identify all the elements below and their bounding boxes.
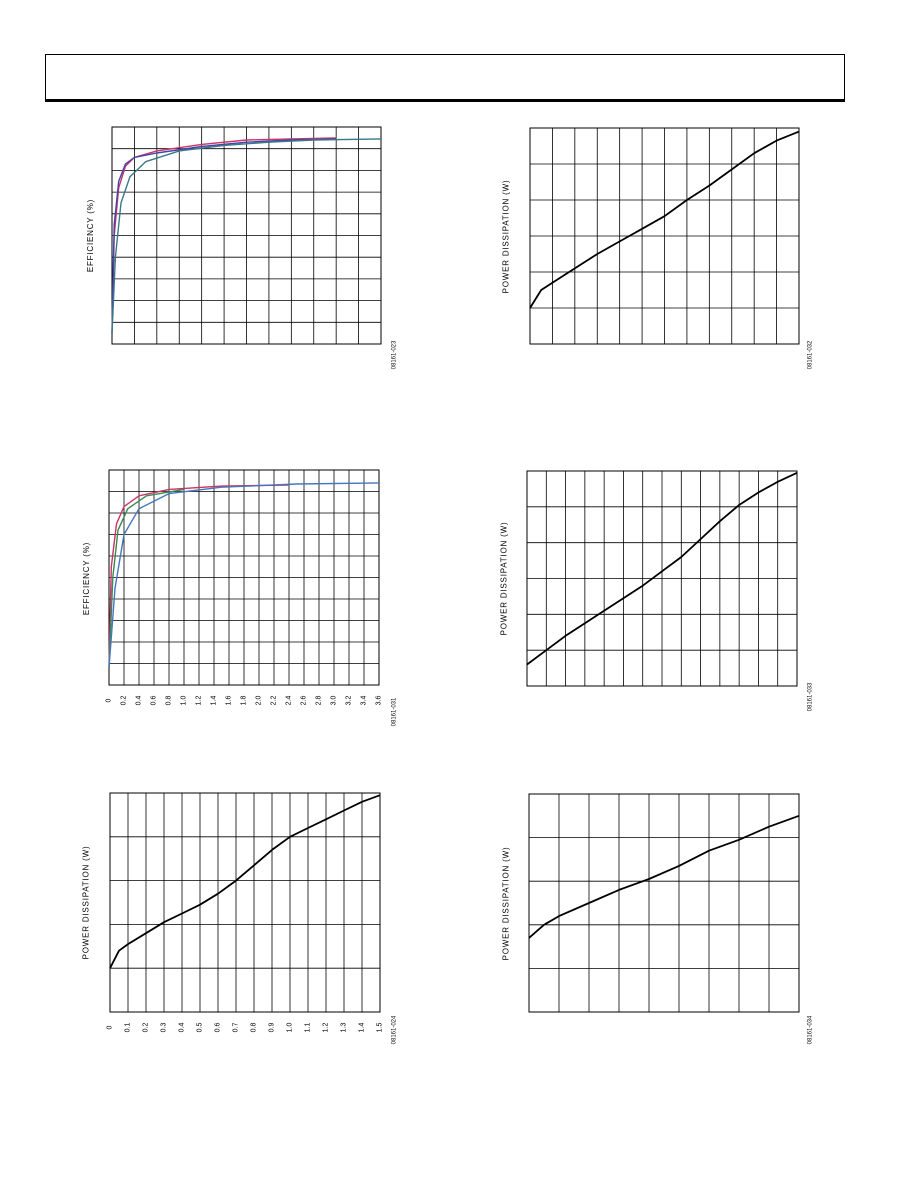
c1-frame [111,126,382,345]
c3-x-tick-label: 3.6 [375,695,383,705]
c6-y-axis-label: POWER DISSIPATION (W) [501,846,511,960]
c2-y-axis-label: POWER DISSIPATION (W) [501,179,511,293]
c5-x-tick-label: 0.2 [142,1022,150,1032]
page-header [45,54,845,102]
c3-series-1-line [108,488,185,668]
c5-x-tick-label: 0.4 [178,1022,186,1032]
c3-x-tick-label: 0.2 [120,695,128,705]
c5-series-0-line [109,794,381,969]
c3-x-tick-label: 0.6 [150,695,158,705]
c5-x-tick-label: 1.3 [340,1022,348,1032]
c3-x-tick-label: 1.6 [225,695,233,705]
c3-x-tick-label: 2.2 [270,695,278,705]
c3-x-tick-label: 2.8 [315,695,323,705]
c3-x-tick-label: 2.4 [285,695,293,705]
c6-series-0-line [528,814,800,939]
c3-x-tick-label: 0.4 [135,695,143,705]
c3-series-2-line [108,482,380,668]
c4-figure-code: 08161-033 [806,682,813,712]
c5-y-axis-label: POWER DISSIPATION (W) [81,845,91,959]
c2-frame [529,127,800,345]
c3-x-tick-label: 2.6 [300,695,308,705]
c5-x-tick-label: 0.5 [196,1022,204,1032]
c1-series-1-line [111,138,337,334]
c5-x-tick-label: 0.8 [250,1022,258,1032]
c3-y-axis-label: EFFICIENCY (%) [81,541,91,615]
c3-x-tick-label: 0 [105,698,113,702]
c3-x-tick-label: 3.0 [330,695,338,705]
c5-x-tick-label: 1.1 [304,1022,312,1032]
c5-x-tick-label: 0 [106,1025,114,1029]
c2-figure-code: 08161-032 [806,340,813,370]
c5-x-tick-label: 0.3 [160,1022,168,1032]
c3-x-tick-label: 1.4 [210,695,218,705]
c4-series-0-line [526,471,798,666]
c5-frame [109,792,381,1013]
c4-frame [526,470,798,687]
c1-y-axis-label: EFFICIENCY (%) [85,198,95,272]
c3-x-tick-label: 0.8 [165,695,173,705]
c5-x-tick-label: 0.7 [232,1022,240,1032]
c3-x-tick-label: 3.4 [360,695,368,705]
c2-series-0-line [529,130,800,309]
c5-figure-code: 08161-024 [390,1015,397,1045]
c3-x-tick-label: 1.0 [180,695,188,705]
c6-figure-code: 08161-034 [806,1015,813,1045]
c5-x-tick-label: 1.0 [286,1022,294,1032]
c3-x-tick-label: 2.0 [255,695,263,705]
c5-x-tick-label: 0.6 [214,1022,222,1032]
c1-figure-code: 08161-023 [390,340,397,370]
c3-x-tick-label: 1.2 [195,695,203,705]
c1-series-2-line [111,138,382,334]
c5-x-tick-label: 0.1 [124,1022,132,1032]
c5-x-tick-label: 1.2 [322,1022,330,1032]
c6-frame [528,793,800,1013]
c3-series-0-line [108,484,290,668]
c5-x-tick-label: 0.9 [268,1022,276,1032]
c5-x-tick-label: 1.4 [358,1022,366,1032]
c1-series-0-line [111,137,337,334]
c3-frame [108,469,380,686]
c4-y-axis-label: POWER DISSIPATION (W) [499,521,509,635]
c3-x-tick-label: 1.8 [240,695,248,705]
c5-x-tick-label: 1.5 [376,1022,384,1032]
c3-x-tick-label: 3.2 [345,695,353,705]
c3-figure-code: 08161-031 [390,697,397,727]
